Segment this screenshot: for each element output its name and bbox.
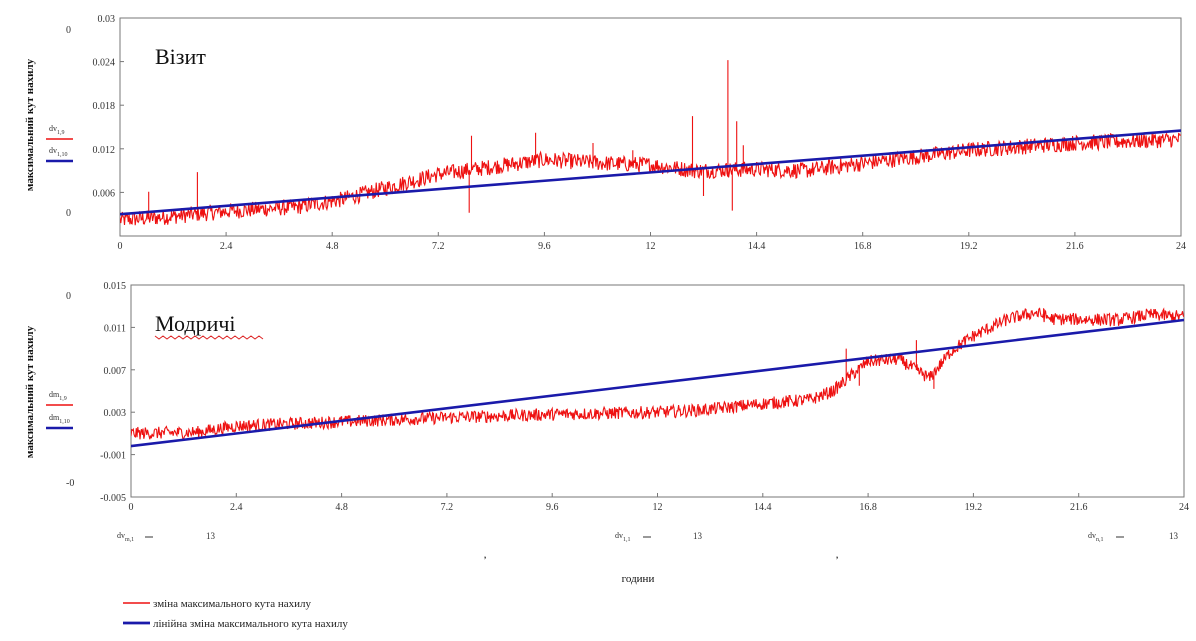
bottom-annotations: dvm,1 13 dv1,1 13 dvn,1 13, , години (117, 531, 1179, 585)
bottom-variable-value: 13 (1169, 531, 1179, 541)
x-tick-label: 24 (1179, 502, 1189, 513)
left-value: 0 (66, 208, 71, 219)
x-tick-label: 24 (1176, 241, 1186, 252)
x-tick-label: 4.8 (335, 502, 348, 513)
series-variable-label: dv1,10 (49, 146, 68, 158)
x-tick-label: 16.8 (859, 502, 877, 513)
bottom-variable-value: 13 (206, 531, 216, 541)
x-tick-label: 0 (129, 502, 134, 513)
legend: зміна максимального кута нахилу лінійна з… (123, 598, 348, 630)
y-tick-label: -0.001 (100, 451, 126, 462)
series-line-measured (131, 307, 1184, 440)
bottom-variable-value: 13 (693, 531, 703, 541)
panel-title: Модричі (155, 311, 236, 336)
y-axis-label: максимальний кут нахилу (24, 325, 36, 458)
x-tick-label: 9.6 (538, 241, 551, 252)
bottom-comma: , (484, 550, 486, 560)
plot-frame (130, 284, 1185, 498)
bottom-variable-label: dvn,1 (1088, 531, 1104, 543)
bottom-comma: , (836, 550, 838, 560)
x-tick-label: 14.4 (748, 241, 766, 252)
x-tick-label: 19.2 (960, 241, 978, 252)
series-variable-label: dm1,10 (49, 413, 70, 425)
x-tick-label: 16.8 (854, 241, 872, 252)
chart-panel-vizyt: 0 2.4 4.8 7.2 9.6 12 14.4 16.8 19.2 21.6 24 0.006 0.… (24, 14, 1186, 252)
left-value: 0 (66, 25, 71, 36)
x-tick-label: 7.2 (432, 241, 445, 252)
series-variable-label: dm1,9 (49, 390, 67, 402)
y-tick-label: -0.005 (100, 493, 126, 504)
y-tick-label: 0.024 (93, 58, 116, 69)
series-line-linear-trend (131, 318, 1184, 448)
series-line-measured (120, 60, 1181, 226)
y-tick-label: 0.011 (104, 323, 126, 334)
x-tick-label: 12 (653, 502, 663, 513)
chart-panel-modrychi: 0 2.4 4.8 7.2 9.6 12 14.4 16.8 19.2 21.6 24 -0.005 -… (24, 281, 1189, 513)
y-tick-label: 0.015 (104, 281, 127, 292)
bottom-variable-label: dv1,1 (615, 531, 631, 543)
legend-item-label: зміна максимального кута нахилу (153, 598, 311, 610)
x-tick-label: 4.8 (326, 241, 339, 252)
left-value: 0 (66, 291, 71, 302)
y-tick-label: 0.006 (93, 188, 116, 199)
series-line-linear-trend (120, 129, 1181, 216)
y-axis-label: максимальний кут нахилу (24, 58, 36, 191)
panel-title: Візит (155, 44, 206, 69)
x-tick-label: 0 (118, 241, 123, 252)
y-tick-label: 0.003 (104, 408, 127, 419)
series-variable-label: dv1,9 (49, 124, 65, 136)
x-tick-label: 21.6 (1066, 241, 1084, 252)
x-tick-label: 2.4 (230, 502, 243, 513)
x-axis-label: години (622, 573, 655, 585)
x-tick-label: 21.6 (1070, 502, 1088, 513)
y-tick-label: 0.007 (104, 366, 127, 377)
x-tick-label: 14.4 (754, 502, 772, 513)
x-tick-label: 2.4 (220, 241, 233, 252)
x-tick-label: 9.6 (546, 502, 559, 513)
y-tick-label: 0.018 (93, 101, 116, 112)
y-tick-label: 0.03 (98, 14, 116, 25)
left-value: -0 (66, 478, 74, 489)
spellcheck-underline (154, 335, 264, 340)
y-tick-label: 0.012 (93, 145, 116, 156)
x-tick-label: 7.2 (441, 502, 454, 513)
x-tick-label: 12 (646, 241, 656, 252)
bottom-variable-label: dvm,1 (117, 531, 134, 543)
x-tick-label: 19.2 (965, 502, 983, 513)
legend-item-label: лінійна зміна максимального кута нахилу (153, 618, 348, 630)
